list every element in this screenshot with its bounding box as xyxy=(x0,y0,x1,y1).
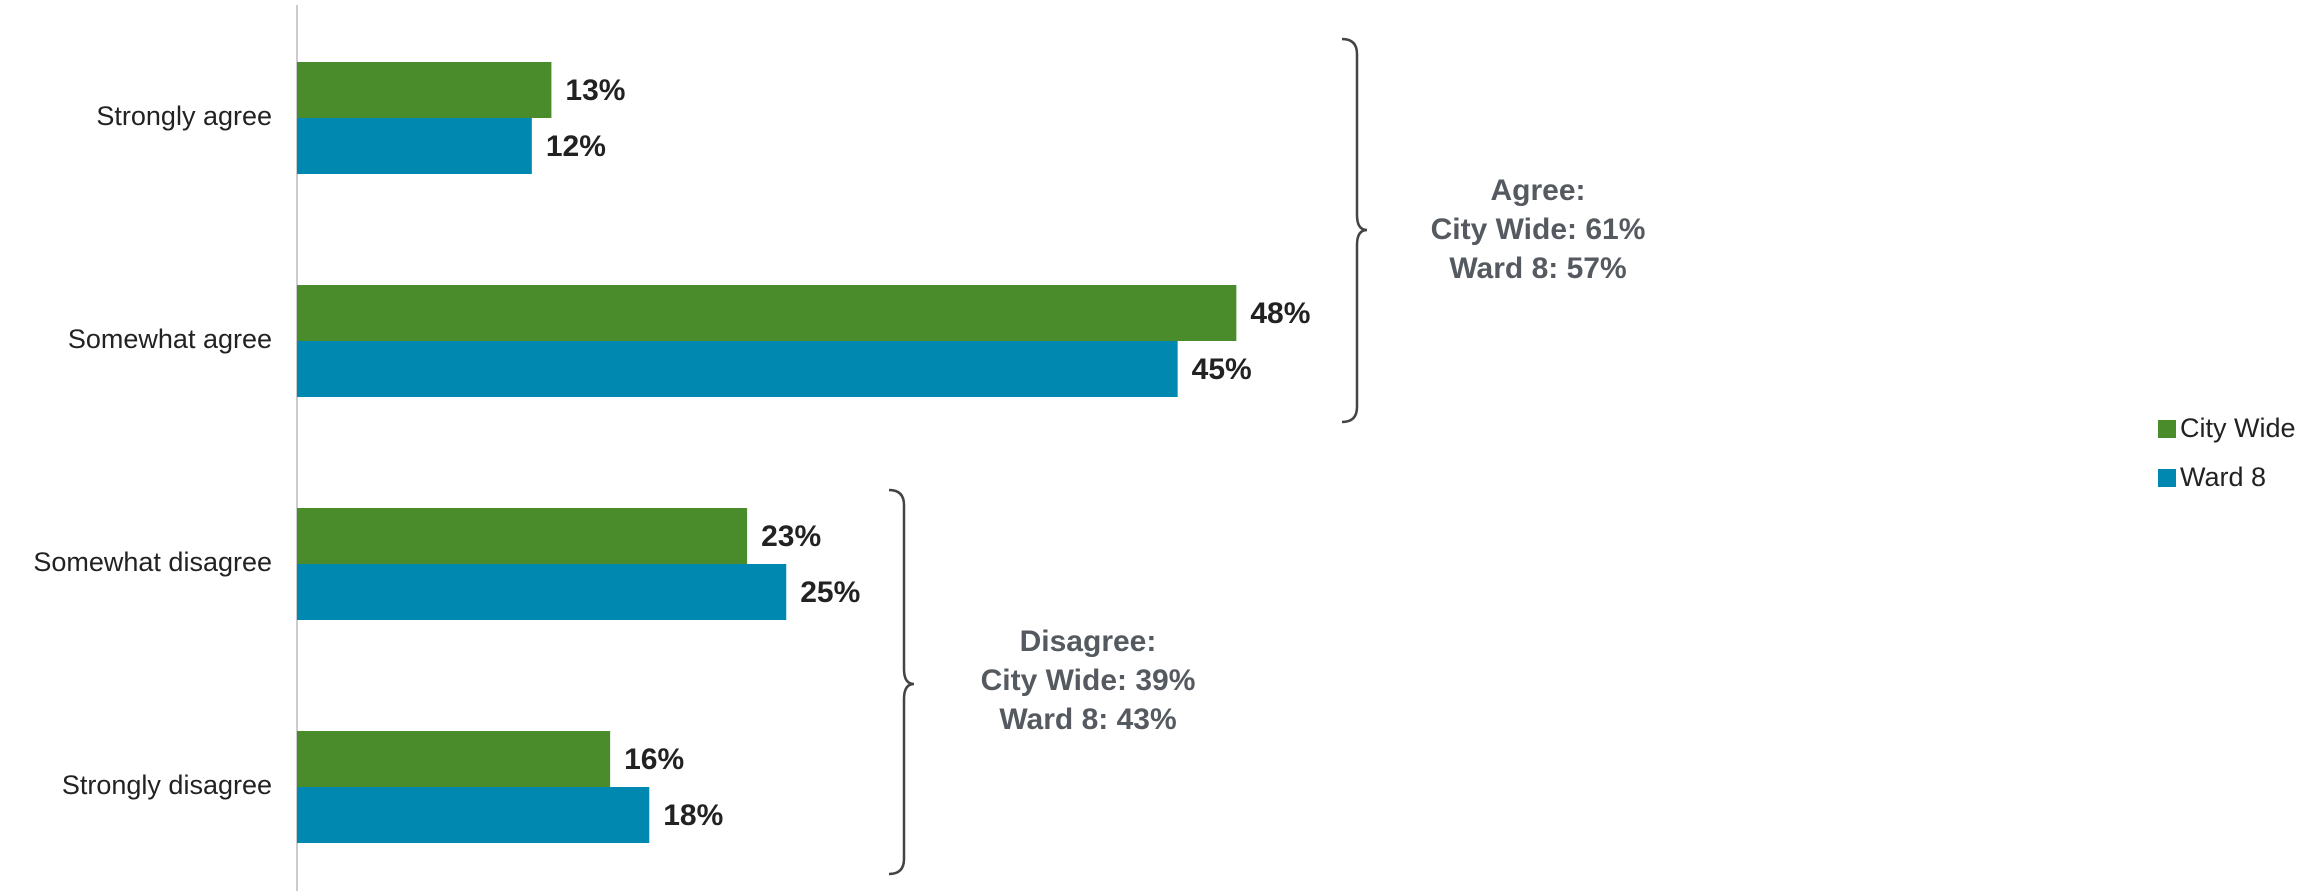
category-label: Somewhat agree xyxy=(68,324,272,354)
value-label: 45% xyxy=(1192,353,1252,386)
legend-swatch xyxy=(2158,420,2176,438)
value-label: 13% xyxy=(565,74,625,107)
bar xyxy=(297,341,1178,397)
value-label: 23% xyxy=(761,520,821,553)
bar xyxy=(297,62,552,118)
value-label: 12% xyxy=(546,130,606,163)
bar xyxy=(297,285,1237,341)
legend-label: Ward 8 xyxy=(2180,462,2266,492)
annotation: Ward 8: 57% xyxy=(1449,252,1626,285)
value-label: 48% xyxy=(1250,297,1310,330)
category-label: Strongly disagree xyxy=(62,770,272,800)
value-label: 18% xyxy=(663,799,723,832)
bar xyxy=(297,508,748,564)
bar xyxy=(297,731,611,787)
legend-label: City Wide xyxy=(2180,413,2296,443)
annotation: City Wide: 39% xyxy=(981,664,1196,697)
annotation: Ward 8: 43% xyxy=(999,703,1176,736)
annotation: Disagree: xyxy=(1020,625,1157,658)
value-label: 16% xyxy=(624,743,684,776)
annotation: City Wide: 61% xyxy=(1431,213,1646,246)
annotation: Agree: xyxy=(1490,174,1585,207)
category-label: Somewhat disagree xyxy=(33,547,272,577)
bar xyxy=(297,787,650,843)
legend-swatch xyxy=(2158,469,2176,487)
agree-bracket xyxy=(1341,37,1368,424)
bar xyxy=(297,118,532,174)
bar xyxy=(297,564,787,620)
disagree-bracket xyxy=(888,488,915,876)
category-label: Strongly agree xyxy=(96,101,272,131)
value-label: 25% xyxy=(800,576,860,609)
